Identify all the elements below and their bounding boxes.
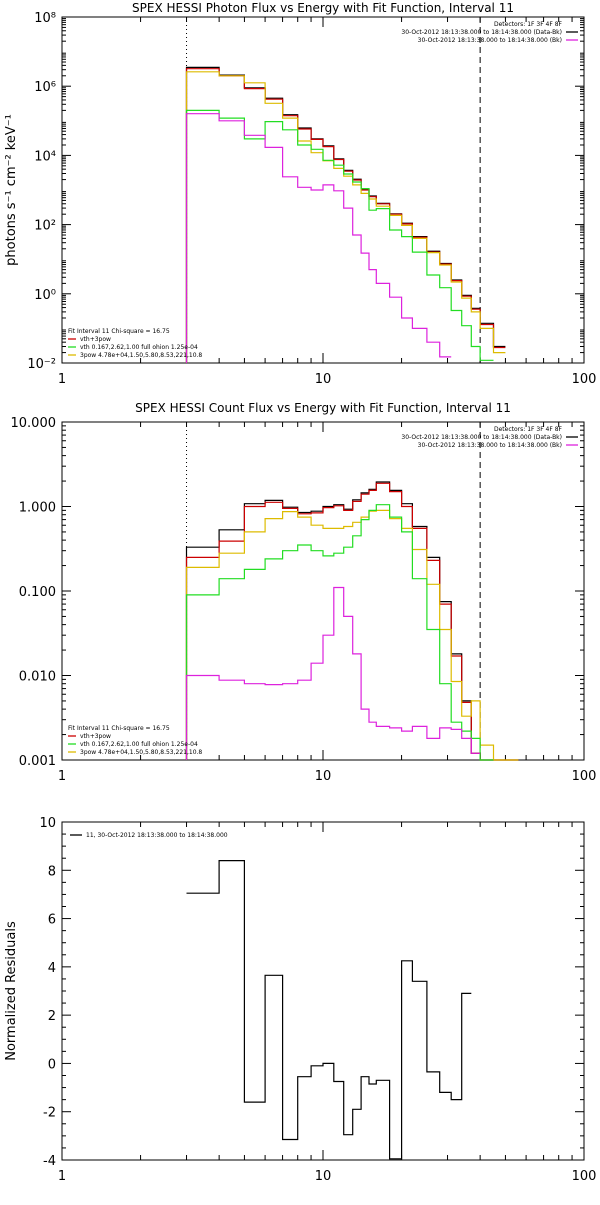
photon-legend-text: Detectors: 1F 3F 4F 8F (494, 21, 563, 28)
y-tick-label: 0.001 (19, 754, 56, 769)
residuals-plot-frame (61, 821, 585, 1161)
residuals-x-ticks: 1 10 100 (58, 822, 597, 1184)
count-legend-text: vth+3pow (80, 733, 111, 740)
photon-legend-text: vth 0.167,2.62,1.00 full ohion 1.25e-04 (80, 344, 198, 351)
count-x-ticks: 1 10 100 (58, 422, 597, 784)
count-series (185, 481, 519, 761)
photon-legend-text: 30-Oct-2012 18:13:38.000 to 18:14:38.000… (401, 29, 562, 36)
count-legend-text: vth 0.167,2.62,1.00 full ohion 1.25e-04 (80, 741, 198, 748)
y-tick-label: -2 (43, 1106, 56, 1121)
count-legend-text: Detectors: 1F 3F 4F 8F (494, 426, 563, 433)
x-tick-label: 100 (572, 372, 597, 387)
x-tick-label: 1 (58, 769, 66, 784)
y-tick-label: 10² (34, 219, 56, 234)
y-tick-label: -4 (43, 1154, 56, 1169)
x-tick-label: 100 (572, 1169, 597, 1184)
photon-y-axis-label: photons s⁻¹ cm⁻² keV⁻¹ (4, 114, 19, 266)
y-tick-label: 8 (48, 864, 56, 879)
x-tick-label: 100 (572, 769, 597, 784)
y-tick-label: 4 (48, 961, 56, 976)
count-red-series-line (185, 482, 519, 761)
photon-green-series-line (185, 109, 494, 363)
photon-chart: SPEX HESSI Photon Flux vs Energy with Fi… (4, 1, 596, 387)
y-tick-label: 10 (39, 816, 56, 831)
y-tick-label: 2 (48, 1009, 56, 1024)
x-tick-label: 10 (315, 1169, 332, 1184)
x-tick-label: 10 (315, 372, 332, 387)
y-tick-label: 10⁸ (34, 11, 56, 26)
y-tick-label: 0.100 (19, 585, 56, 600)
photon-series (185, 66, 506, 363)
photon-yellow-series-line (185, 71, 506, 363)
x-tick-label: 10 (315, 769, 332, 784)
count-title: SPEX HESSI Count Flux vs Energy with Fit… (135, 401, 511, 415)
y-tick-label: 10.000 (11, 416, 57, 431)
y-tick-label: 0.010 (19, 670, 56, 685)
photon-red-series-line (185, 68, 506, 363)
y-tick-label: 6 (48, 913, 56, 928)
y-tick-label: 0 (48, 1057, 56, 1072)
y-tick-label: 10⁴ (34, 149, 56, 164)
x-tick-label: 1 (58, 372, 66, 387)
residuals-y-ticks: -4 -2 0 2 4 6 8 10 (39, 816, 584, 1169)
y-tick-label: 10⁶ (34, 80, 56, 95)
photon-black-series-line (185, 66, 506, 363)
residuals-y-axis-label: Normalized Residuals (4, 921, 19, 1061)
count-legend-text: 30-Oct-2012 18:13:38.000 to 18:14:38.000… (401, 434, 562, 441)
photon-legend-text: 3pow 4.78e+04,1.50,5.80,8.53,221,10.8 (80, 352, 202, 359)
count-y-ticks: 0.001 0.010 0.100 1.000 10.000 (11, 416, 584, 769)
y-tick-label: 10⁻² (27, 357, 56, 372)
y-tick-label: 10⁰ (34, 288, 56, 303)
y-tick-label: 1.000 (19, 501, 56, 516)
x-tick-label: 1 (58, 1169, 66, 1184)
photon-magenta-series-line (185, 113, 452, 363)
residuals-chart: Normalized Residuals 1 10 100 -4 -2 0 2 4 6 8 10 11,… (4, 816, 596, 1184)
photon-legend-text: 30-Oct-2012 18:13:38.000 to 18:14:38.000… (418, 37, 562, 44)
count-magenta-series-line (185, 586, 481, 760)
photon-legend-text: Fit Interval 11 Chi-square = 16.75 (68, 328, 170, 335)
photon-y-ticks: 10⁻² 10⁰ 10² 10⁴ 10⁶ 10⁸ (27, 11, 584, 372)
residuals-legend-text: 11, 30-Oct-2012 18:13:38.000 to 18:14:38… (86, 832, 228, 839)
count-legend-text: Fit Interval 11 Chi-square = 16.75 (68, 725, 170, 732)
count-legend-text: 3pow 4.78e+04,1.50,5.80,8.53,221,10.8 (80, 749, 202, 756)
count-plot-frame (61, 421, 585, 761)
residuals-black-series-line (186, 860, 472, 1160)
photon-legend-text: vth+3pow (80, 336, 111, 343)
photon-title: SPEX HESSI Photon Flux vs Energy with Fi… (132, 1, 514, 15)
count-legend-text: 30-Oct-2012 18:13:38.000 to 18:14:38.000… (418, 442, 562, 449)
residuals-series (186, 860, 472, 1160)
count-chart: SPEX HESSI Count Flux vs Energy with Fit… (11, 401, 597, 784)
count-green-series-line (185, 504, 494, 761)
